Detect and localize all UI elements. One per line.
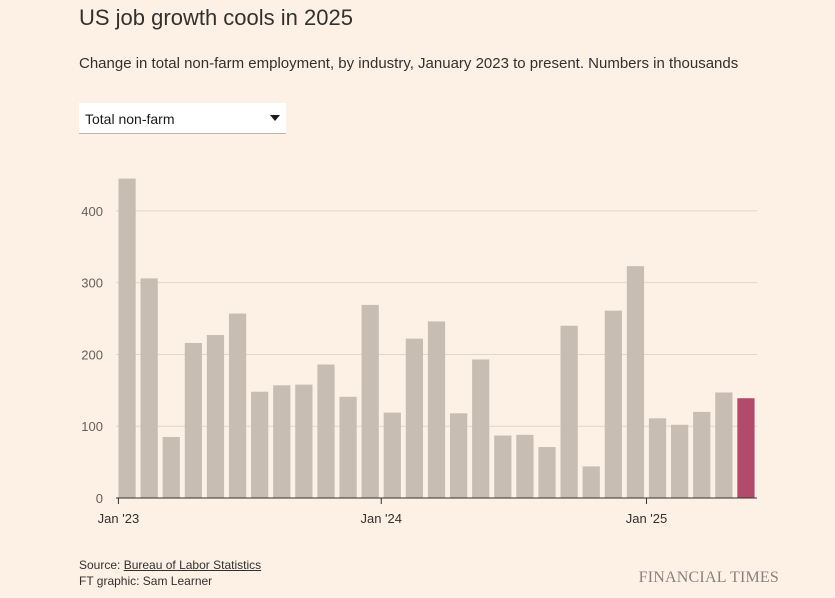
x-tick-label: Jan '25 [626,511,668,526]
x-tick-label: Jan '23 [98,511,140,526]
bar[interactable] [251,391,269,498]
page-title: US job growth cools in 2025 [79,5,353,30]
ft-logo: FINANCIAL TIMES [638,569,779,586]
bar[interactable] [516,434,534,498]
bar[interactable] [273,385,291,498]
bar[interactable] [228,313,247,498]
bar[interactable] [582,466,600,498]
bar-latest[interactable] [737,398,755,498]
bar[interactable] [671,424,689,498]
bar[interactable] [604,310,622,498]
bar[interactable] [560,325,578,498]
y-tick-label: 400 [81,204,103,219]
source-link[interactable]: Bureau of Labor Statistics [123,558,262,572]
bar[interactable] [295,384,313,498]
industry-select[interactable]: Total non-farm [79,103,286,134]
y-tick-label: 300 [81,276,103,291]
bar[interactable] [538,447,556,498]
bar[interactable] [206,335,225,498]
bar[interactable] [405,338,424,498]
industry-select-value: Total non-farm [85,111,175,127]
y-tick-label: 200 [81,347,103,362]
graphic-credit: FT graphic: Sam Learner [79,574,213,588]
bar[interactable] [472,359,490,498]
bar[interactable] [140,278,158,498]
bar[interactable] [339,396,357,498]
bar[interactable] [449,413,468,498]
bar[interactable] [317,364,335,498]
bar[interactable] [648,418,667,498]
y-tick-label: 0 [96,491,103,506]
bar[interactable] [383,412,401,498]
bar[interactable] [184,342,202,498]
bar[interactable] [494,435,512,498]
page-subtitle: Change in total non-farm employment, by … [79,55,739,72]
y-tick-label: 100 [81,419,103,434]
source-note: Source: Bureau of Labor Statistics FT gr… [79,557,261,589]
caret-down-icon [270,115,280,121]
bar[interactable] [427,321,446,498]
x-tick-label: Jan '24 [360,511,402,526]
bar[interactable] [626,266,645,498]
source-prefix: Source: [79,558,124,572]
bar[interactable] [162,436,180,498]
bar[interactable] [715,392,733,498]
bar[interactable] [693,411,711,498]
bar[interactable] [361,304,379,498]
bar[interactable] [118,178,136,499]
